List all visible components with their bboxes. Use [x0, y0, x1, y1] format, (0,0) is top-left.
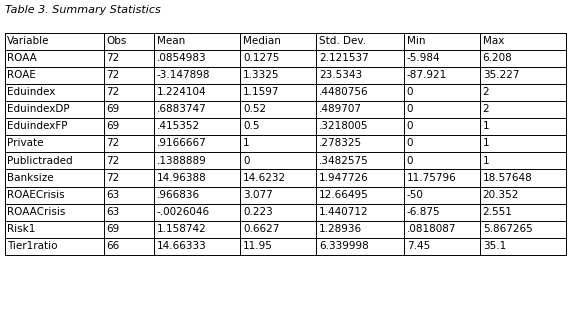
Text: Min: Min: [407, 36, 425, 46]
Text: 7.45: 7.45: [407, 241, 430, 251]
Text: 72: 72: [106, 53, 120, 63]
Text: .966836: .966836: [156, 190, 200, 200]
Text: 72: 72: [106, 87, 120, 97]
Text: -50: -50: [407, 190, 424, 200]
Text: ROAACrisis: ROAACrisis: [7, 207, 66, 217]
Text: 1: 1: [483, 121, 489, 131]
Text: 2.551: 2.551: [483, 207, 513, 217]
Text: 1: 1: [243, 138, 250, 148]
Text: 72: 72: [106, 70, 120, 80]
Text: 2: 2: [483, 87, 489, 97]
Text: 2.121537: 2.121537: [319, 53, 369, 63]
Text: Private: Private: [7, 138, 44, 148]
Text: 35.227: 35.227: [483, 70, 519, 80]
Text: .4480756: .4480756: [319, 87, 369, 97]
Text: 0.5: 0.5: [243, 121, 259, 131]
Text: 1.440712: 1.440712: [319, 207, 369, 217]
Text: 14.66333: 14.66333: [156, 241, 207, 251]
Text: 2: 2: [483, 104, 489, 114]
Text: 0: 0: [407, 121, 413, 131]
Text: 6.208: 6.208: [483, 53, 513, 63]
Text: Variable: Variable: [7, 36, 50, 46]
Text: .6883747: .6883747: [156, 104, 207, 114]
Text: 0: 0: [407, 156, 413, 165]
Text: 72: 72: [106, 138, 120, 148]
Text: -3.147898: -3.147898: [156, 70, 210, 80]
Text: .9166667: .9166667: [156, 138, 207, 148]
Text: 63: 63: [106, 190, 120, 200]
Text: .3482575: .3482575: [319, 156, 369, 165]
Text: 1.28936: 1.28936: [319, 224, 362, 234]
Text: .278325: .278325: [319, 138, 362, 148]
Text: .0818087: .0818087: [407, 224, 456, 234]
Text: 0.223: 0.223: [243, 207, 273, 217]
Text: .415352: .415352: [156, 121, 200, 131]
Text: 20.352: 20.352: [483, 190, 519, 200]
Text: Eduindex: Eduindex: [7, 87, 56, 97]
Text: 0: 0: [407, 138, 413, 148]
Text: EduindexFP: EduindexFP: [7, 121, 68, 131]
Text: 23.5343: 23.5343: [319, 70, 362, 80]
Text: 18.57648: 18.57648: [483, 173, 533, 183]
Text: 11.95: 11.95: [243, 241, 273, 251]
Text: Tier1ratio: Tier1ratio: [7, 241, 58, 251]
Text: ROAA: ROAA: [7, 53, 37, 63]
Text: Table 3. Summary Statistics: Table 3. Summary Statistics: [5, 5, 160, 15]
Text: 63: 63: [106, 207, 120, 217]
Text: 1.1597: 1.1597: [243, 87, 279, 97]
Text: 0: 0: [243, 156, 249, 165]
Text: 3.077: 3.077: [243, 190, 273, 200]
Text: 1.947726: 1.947726: [319, 173, 369, 183]
Text: 0: 0: [407, 87, 413, 97]
Text: 0.52: 0.52: [243, 104, 266, 114]
Text: 14.6232: 14.6232: [243, 173, 286, 183]
Text: 0: 0: [407, 104, 413, 114]
Text: 0.6627: 0.6627: [243, 224, 279, 234]
Text: 1: 1: [483, 138, 489, 148]
Text: Obs: Obs: [106, 36, 127, 46]
Text: 66: 66: [106, 241, 120, 251]
Text: 1.158742: 1.158742: [156, 224, 207, 234]
Text: Std. Dev.: Std. Dev.: [319, 36, 366, 46]
Text: 1: 1: [483, 156, 489, 165]
Text: Mean: Mean: [156, 36, 185, 46]
Text: 1.224104: 1.224104: [156, 87, 207, 97]
Text: Risk1: Risk1: [7, 224, 36, 234]
Text: Publictraded: Publictraded: [7, 156, 73, 165]
Text: 69: 69: [106, 224, 120, 234]
Text: 72: 72: [106, 173, 120, 183]
Text: Max: Max: [483, 36, 504, 46]
Text: .3218005: .3218005: [319, 121, 368, 131]
Text: ROAECrisis: ROAECrisis: [7, 190, 65, 200]
Text: -87.921: -87.921: [407, 70, 447, 80]
Text: Banksize: Banksize: [7, 173, 54, 183]
Text: 0.1275: 0.1275: [243, 53, 279, 63]
Text: -5.984: -5.984: [407, 53, 440, 63]
Text: EduindexDP: EduindexDP: [7, 104, 70, 114]
Text: .1388889: .1388889: [156, 156, 207, 165]
Text: 6.339998: 6.339998: [319, 241, 369, 251]
Text: 12.66495: 12.66495: [319, 190, 369, 200]
Text: 5.867265: 5.867265: [483, 224, 533, 234]
Text: -.0026046: -.0026046: [156, 207, 210, 217]
Text: Median: Median: [243, 36, 281, 46]
Text: .489707: .489707: [319, 104, 362, 114]
Text: 69: 69: [106, 104, 120, 114]
Text: 11.75796: 11.75796: [407, 173, 456, 183]
Text: 35.1: 35.1: [483, 241, 506, 251]
Text: .0854983: .0854983: [156, 53, 207, 63]
Text: -6.875: -6.875: [407, 207, 440, 217]
Text: 14.96388: 14.96388: [156, 173, 207, 183]
Text: 72: 72: [106, 156, 120, 165]
Text: 1.3325: 1.3325: [243, 70, 279, 80]
Text: 69: 69: [106, 121, 120, 131]
Text: ROAE: ROAE: [7, 70, 36, 80]
